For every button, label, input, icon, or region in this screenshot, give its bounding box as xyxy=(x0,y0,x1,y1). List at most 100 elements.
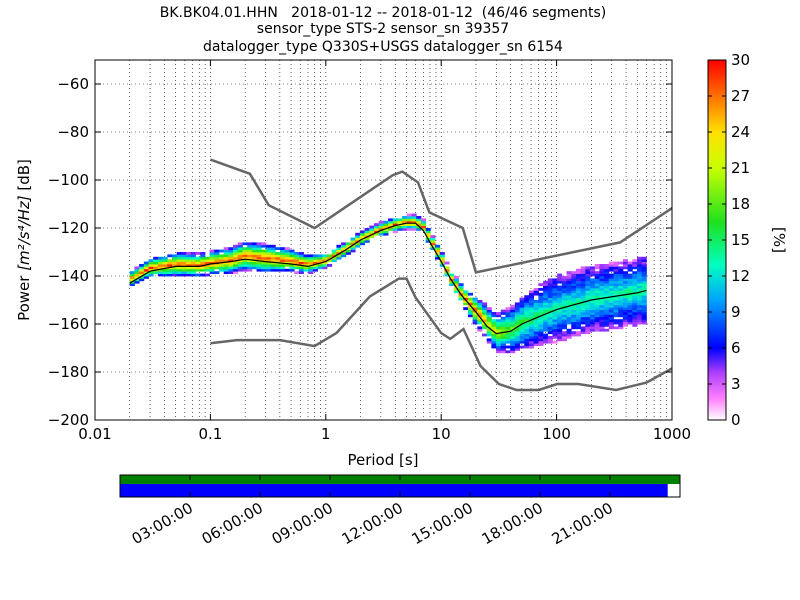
heatmap-cell xyxy=(496,348,502,351)
heatmap-cell xyxy=(453,288,459,291)
heatmap-cell xyxy=(599,319,605,322)
heatmap-cell xyxy=(359,230,365,234)
heatmap-cell xyxy=(566,321,572,325)
heatmap-cell xyxy=(247,261,253,265)
x-tick-label: 1000 xyxy=(653,425,691,443)
x-axis-ticks: 0.01 0.1 1 10 100 1000 xyxy=(78,60,691,443)
heatmap-cell xyxy=(204,256,210,260)
heatmap-cell xyxy=(510,331,516,334)
heatmap-cell xyxy=(632,288,638,291)
heatmap-cell xyxy=(242,259,248,262)
heatmap-cell xyxy=(195,273,201,277)
heatmap-cell xyxy=(557,319,563,322)
heatmap-cell xyxy=(599,264,605,267)
heatmap-cell xyxy=(289,259,295,262)
heatmap-cell xyxy=(388,220,394,224)
heatmap-cell xyxy=(622,316,629,320)
heatmap-cell xyxy=(528,333,535,337)
heatmap-cell xyxy=(237,268,243,272)
y-tick-label: −100 xyxy=(48,171,89,189)
colorbar-tick-label: 24 xyxy=(731,123,750,141)
heatmap-cell xyxy=(463,302,469,306)
heatmap-cell xyxy=(632,280,638,284)
heatmap-cell xyxy=(181,259,187,262)
heatmap-cell xyxy=(604,283,610,286)
heatmap-cell xyxy=(303,254,309,258)
heatmap-cell xyxy=(585,292,591,296)
heatmap-cell xyxy=(303,266,309,270)
heatmap-cell xyxy=(547,307,553,310)
heatmap-cell xyxy=(261,244,267,248)
heatmap-cell xyxy=(359,240,365,243)
heatmap-cell xyxy=(491,338,497,342)
heatmap-cell xyxy=(566,290,572,294)
heatmap-cell xyxy=(552,326,558,330)
heatmap-cell xyxy=(622,297,629,301)
heatmap-cell xyxy=(604,309,610,313)
heatmap-cell xyxy=(604,307,610,310)
heatmap-cell xyxy=(599,326,605,330)
heatmap-cell xyxy=(622,290,629,294)
heatmap-cell xyxy=(632,276,638,279)
heatmap-cell xyxy=(590,328,596,332)
heatmap-cell xyxy=(632,264,638,267)
heatmap-cell xyxy=(181,254,187,258)
heatmap-cell xyxy=(200,266,206,270)
heatmap-cell xyxy=(289,266,295,270)
heatmap-cell xyxy=(547,340,553,344)
heatmap-cell xyxy=(590,302,596,306)
heatmap-cell xyxy=(637,319,643,322)
heatmap-cell xyxy=(322,259,328,262)
heatmap-cell xyxy=(622,280,629,284)
heatmap-cell xyxy=(618,297,624,301)
heatmap-cell xyxy=(317,264,323,267)
heatmap-cell xyxy=(251,252,257,255)
heatmap-cell xyxy=(453,283,459,286)
heatmap-cell xyxy=(233,271,239,274)
heatmap-cell xyxy=(585,273,591,277)
y-tick-label: −120 xyxy=(48,219,89,237)
heatmap-cell xyxy=(496,324,502,327)
heatmap-cell xyxy=(153,271,159,274)
heatmap-cell xyxy=(632,316,638,320)
heatmap-cell xyxy=(237,244,243,248)
heatmap-cell xyxy=(397,228,403,231)
heatmap-cell xyxy=(425,228,431,231)
heatmap-cell xyxy=(467,307,474,310)
heatmap-cell xyxy=(265,249,272,253)
heatmap-cell xyxy=(411,213,417,217)
heatmap-cell xyxy=(637,288,643,291)
heatmap-cell xyxy=(571,290,577,294)
heatmap-cell xyxy=(599,288,605,291)
heatmap-cell xyxy=(228,247,234,250)
heatmap-cell xyxy=(552,300,558,303)
heatmap-cell xyxy=(552,331,558,334)
heatmap-cell xyxy=(218,266,225,270)
heatmap-cell xyxy=(270,247,276,250)
heatmap-cell xyxy=(547,324,553,327)
heatmap-cell xyxy=(505,309,511,313)
heatmap-cell xyxy=(533,324,539,327)
heatmap-cell xyxy=(571,302,577,306)
heatmap-cell xyxy=(383,220,389,224)
heatmap-cell xyxy=(590,304,596,308)
heatmap-cell xyxy=(632,278,638,282)
heatmap-cell xyxy=(378,230,384,234)
heatmap-cell xyxy=(233,264,239,267)
y-axis-ticks: −60 −80 −100 −120 −140 −160 −180 −200 xyxy=(48,75,672,429)
heatmap-cell xyxy=(256,249,262,253)
heatmap-cell xyxy=(289,252,295,255)
heatmap-cell xyxy=(510,314,516,318)
heatmap-cell xyxy=(247,242,253,246)
heatmap-cell xyxy=(622,266,629,270)
heatmap-cell xyxy=(538,309,544,313)
heatmap-cell xyxy=(228,249,234,253)
heatmap-cell xyxy=(608,264,614,267)
heatmap-cell xyxy=(247,254,253,258)
heatmap-cell xyxy=(482,312,488,315)
heatmap-cell xyxy=(312,268,319,272)
heatmap-cell xyxy=(552,316,558,320)
heatmap-cell xyxy=(514,326,520,330)
heatmap-cell xyxy=(571,278,577,282)
heatmap-cell xyxy=(637,261,643,265)
